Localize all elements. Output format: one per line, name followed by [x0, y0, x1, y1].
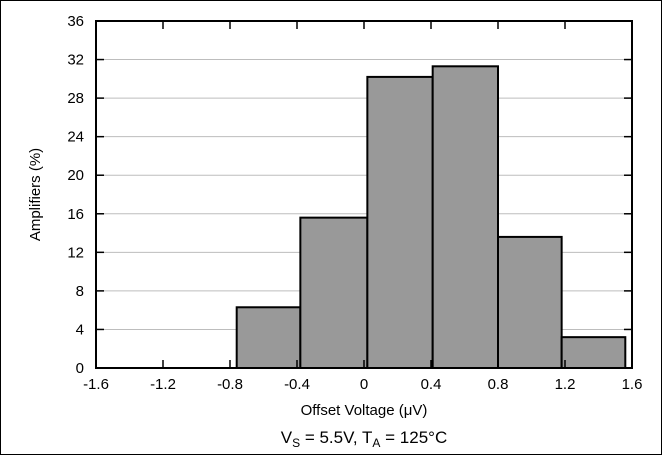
x-tick-label: 1.6: [622, 376, 643, 393]
x-tick-label: 0: [360, 376, 368, 393]
y-tick-label: 24: [67, 129, 84, 146]
vs-value: = 5.5V,: [300, 428, 362, 447]
ta-symbol: T: [362, 428, 372, 447]
plot-area-border: [95, 20, 633, 369]
x-tick-labels: -1.6 -1.2 -0.8 -0.4 0 0.4 0.8 1.2 1.6: [83, 376, 642, 393]
x-axis-title: Offset Voltage (μV): [301, 402, 428, 419]
y-tick-label: 28: [67, 90, 84, 107]
y-tick-label: 12: [67, 244, 84, 261]
x-tick-label: -1.2: [150, 376, 176, 393]
x-tick-label: 0.8: [488, 376, 509, 393]
histogram-bar: [366, 75, 434, 370]
histogram-bar: [560, 336, 627, 369]
x-tick-label: -0.8: [217, 376, 243, 393]
y-tick-label: 36: [67, 13, 84, 30]
y-tick-label: 20: [67, 167, 84, 184]
y-tick-labels: 0 4 8 12 16 20 24 28 32 36: [67, 13, 84, 377]
ta-value: = 125°C: [380, 428, 447, 447]
y-tick-label: 4: [76, 321, 84, 338]
vs-symbol: V: [281, 428, 293, 447]
histogram-bar: [235, 306, 302, 369]
conditions-caption: VS = 5.5V, TA = 125°C: [281, 428, 448, 450]
histogram-bar: [299, 216, 369, 369]
bars: [235, 65, 627, 370]
x-tick-label: -1.6: [83, 376, 109, 393]
y-tick-label: 32: [67, 52, 84, 69]
histogram-bar: [431, 65, 499, 370]
x-tick-label: 0.4: [421, 376, 442, 393]
x-tick-label: -0.4: [284, 376, 310, 393]
histogram-bar: [497, 235, 563, 369]
y-tick-label: 8: [76, 283, 84, 300]
vs-subscript: S: [292, 436, 300, 450]
y-tick-label: 0: [76, 360, 84, 377]
y-axis-title: Amplifiers (%): [27, 148, 44, 241]
ta-subscript: A: [372, 436, 380, 450]
x-tick-label: 1.2: [555, 376, 576, 393]
y-tick-label: 16: [67, 206, 84, 223]
